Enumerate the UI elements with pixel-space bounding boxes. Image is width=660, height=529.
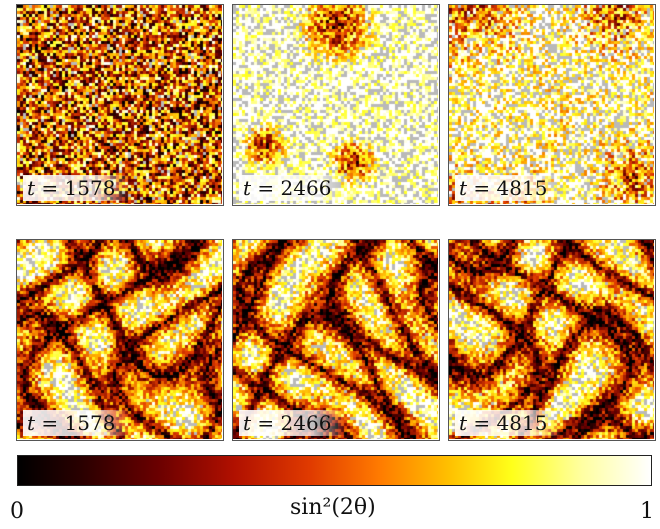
time-label: t = 4815: [455, 175, 562, 201]
panel-top-3: t = 4815: [448, 4, 656, 206]
panel-bottom-1: t = 1578: [16, 239, 224, 441]
time-label: t = 1578: [23, 175, 130, 201]
colorbar-quantity-label: sin²(2θ): [290, 495, 376, 520]
field-image: [449, 5, 654, 204]
colorbar-max-label: 1: [640, 499, 654, 524]
panel-top-2: t = 2466: [232, 4, 440, 206]
colorbar: [17, 455, 652, 486]
panel-bottom-3: t = 4815: [448, 239, 656, 441]
field-image: [233, 5, 438, 204]
time-label: t = 1578: [23, 410, 130, 436]
field-image: [17, 240, 222, 439]
field-image: [17, 5, 222, 204]
field-image: [233, 240, 438, 439]
panel-bottom-2: t = 2466: [232, 239, 440, 441]
field-image: [449, 240, 654, 439]
time-label: t = 2466: [239, 410, 346, 436]
colorbar-min-label: 0: [10, 499, 24, 524]
panel-top-1: t = 1578: [16, 4, 224, 206]
time-label: t = 4815: [455, 410, 562, 436]
time-label: t = 2466: [239, 175, 346, 201]
